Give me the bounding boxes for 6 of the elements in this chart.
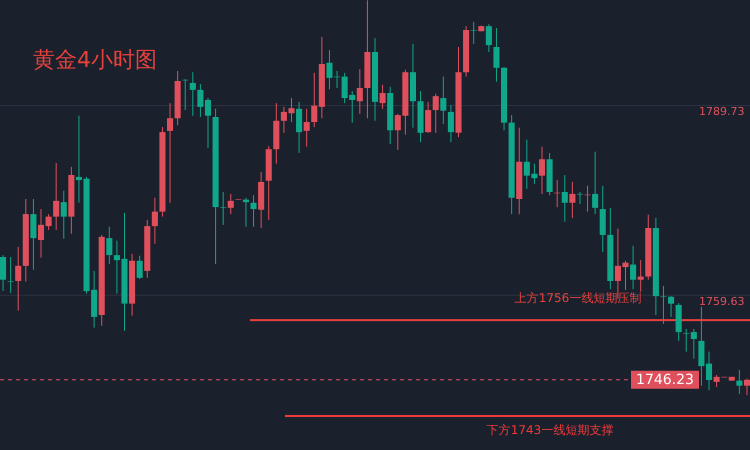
ref-line-label: 上方1756一线短期压制 bbox=[514, 291, 642, 306]
ref-line-label: 下方1743一线短期支撑 bbox=[486, 422, 614, 437]
y-tick-label: 1759.63 bbox=[699, 294, 744, 308]
y-tick-label: 1789.73 bbox=[699, 104, 744, 118]
text: 黄金4小时图 bbox=[33, 48, 157, 73]
ref-line-label: 1746.23 bbox=[636, 372, 694, 388]
